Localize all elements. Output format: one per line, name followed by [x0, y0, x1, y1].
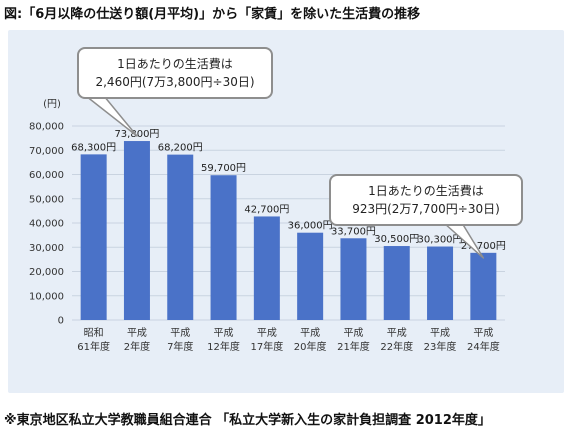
bar	[297, 232, 324, 320]
x-tick-label: 平成	[170, 327, 190, 339]
bar-chart: 0 10,000 20,000 30,000 40,000 50,000 60,000 70,…	[29, 47, 523, 353]
x-tick-label: 22年度	[380, 340, 413, 353]
bar-value-label: 30,500円	[374, 234, 419, 245]
x-tick-label: 24年度	[467, 340, 500, 353]
y-tick-label: 30,000	[29, 243, 64, 254]
bar-value-label: 30,300円	[418, 235, 463, 246]
callout-text: 1日あたりの生活費は	[117, 56, 233, 71]
x-tick-label: 7年度	[167, 340, 193, 353]
bar-value-label: 68,300円	[71, 142, 116, 153]
x-tick-label: 平成	[387, 327, 407, 339]
bar-value-label: 59,700円	[201, 163, 246, 174]
x-tick-label: 61年度	[77, 340, 110, 353]
callout-box	[77, 47, 273, 99]
x-tick-label: 平成	[214, 327, 234, 339]
callout-text: 2,460円(7万3,800円÷30日)	[95, 75, 254, 89]
y-tick-label: 40,000	[29, 219, 64, 230]
x-tick-label: 21年度	[337, 340, 370, 353]
x-tick-label: 20年度	[294, 340, 327, 353]
x-tick-label: 23年度	[424, 340, 457, 353]
figure-title: 図:「6月以降の仕送り額(月平均)」から「家賃」を除いた生活費の推移	[4, 7, 421, 22]
bar	[123, 141, 150, 320]
y-axis-unit: (円)	[43, 99, 61, 110]
y-tick-label: 10,000	[29, 291, 64, 302]
bar	[427, 246, 454, 320]
bar-value-label: 68,200円	[158, 143, 203, 154]
y-tick-label: 50,000	[29, 194, 64, 205]
x-tick-label: 平成	[473, 327, 493, 339]
bar	[167, 154, 194, 320]
x-tick-label: 2年度	[124, 340, 150, 353]
bar-value-label: 36,000円	[288, 221, 333, 232]
chart-panel: 0 10,000 20,000 30,000 40,000 50,000 60,000 70,…	[8, 30, 564, 393]
x-tick-label: 平成	[300, 327, 320, 339]
x-tick-label: 平成	[127, 327, 147, 339]
y-tick-label: 0	[58, 316, 64, 327]
bar-value-label: 73,800円	[114, 129, 159, 140]
callout-joint	[87, 94, 103, 97]
bar	[383, 246, 410, 320]
y-tick-label: 60,000	[29, 170, 64, 181]
callout-text: 923円(2万7,700円÷30日)	[352, 202, 500, 216]
x-tick-label: 昭和	[84, 327, 104, 339]
bar-value-label: 27,700円	[461, 241, 506, 252]
y-tick-label: 20,000	[29, 267, 64, 278]
bar-value-label: 33,700円	[331, 226, 376, 237]
bar	[80, 154, 107, 320]
bar-value-label: 42,700円	[244, 204, 289, 215]
callout-joint	[445, 221, 461, 224]
callout-pointer	[85, 95, 138, 137]
bar	[253, 216, 280, 320]
callout-box	[329, 174, 523, 226]
x-tick-label: 平成	[430, 327, 450, 339]
bar	[470, 252, 497, 320]
x-tick-label: 12年度	[207, 340, 240, 353]
y-tick-label: 70,000	[29, 146, 64, 157]
x-tick-label: 平成	[343, 327, 363, 339]
source-footnote: ※東京地区私立大学教職員組合連合 「私立大学新入生の家計負担調査 2012年度」	[4, 413, 491, 428]
callout-text: 1日あたりの生活費は	[368, 183, 484, 198]
x-tick-label: 17年度	[250, 340, 283, 353]
bar	[340, 238, 367, 320]
x-tick-label: 平成	[257, 327, 277, 339]
bar	[210, 175, 237, 320]
y-tick-label: 80,000	[29, 122, 64, 133]
